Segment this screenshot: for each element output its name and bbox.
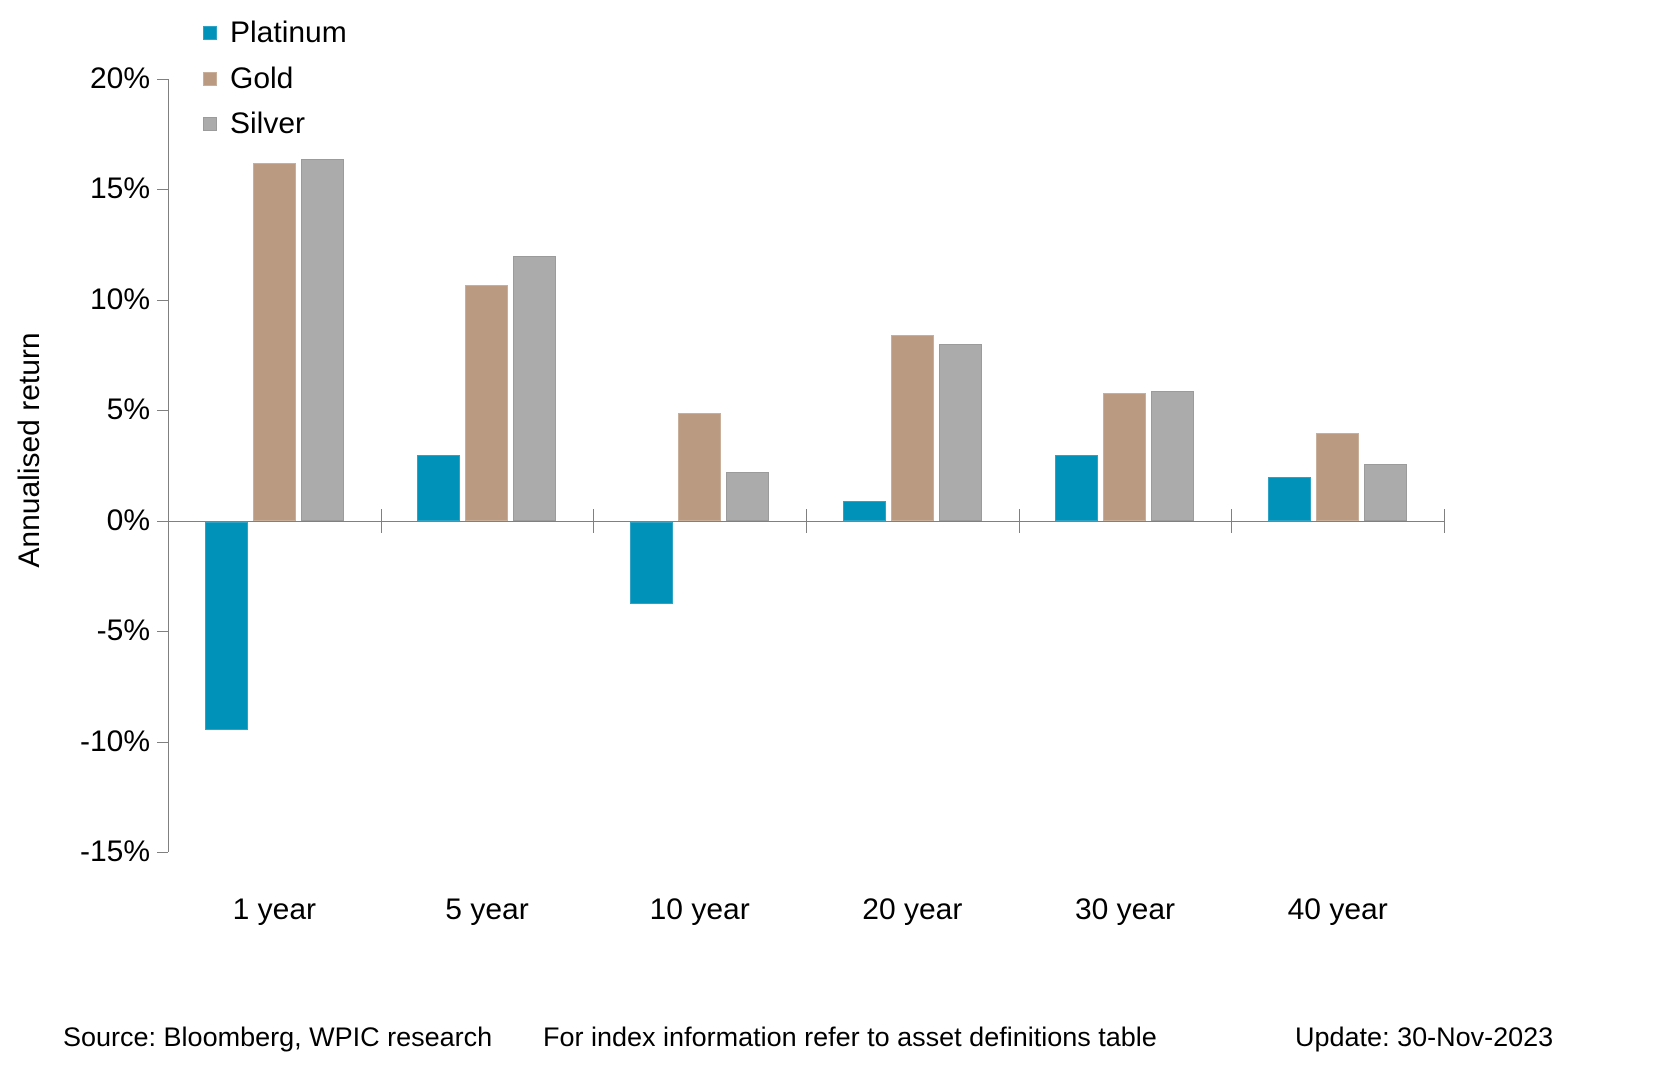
y-axis-tick [157, 299, 168, 301]
footer-update-date-text: Update: 30-Nov-2023 [1295, 1022, 1554, 1052]
bar-platinum-10-year [630, 522, 674, 604]
bar-silver-30-year [1151, 390, 1195, 521]
x-axis-category-label: 20 year [862, 893, 963, 926]
x-axis-category-label: 30 year [1074, 893, 1176, 926]
bar-platinum-40-year [1268, 476, 1312, 521]
legend-item-silver: Silver [203, 106, 306, 140]
y-axis-tick [157, 741, 168, 743]
y-axis-tick-label: -15% [79, 835, 150, 868]
bar-platinum-30-year [1055, 454, 1099, 521]
y-axis-tick-label: 10% [89, 282, 150, 316]
x-axis-tick [806, 509, 807, 533]
y-axis-tick [157, 79, 168, 80]
legend-label-platinum: Platinum [230, 16, 347, 49]
bar-gold-20-year [890, 335, 934, 521]
y-axis-tick-label: -10% [79, 724, 150, 758]
y-axis-line [168, 79, 169, 852]
legend-item-platinum: Platinum [203, 18, 347, 48]
y-axis-tick-label: 15% [89, 172, 150, 206]
x-axis-category-label: 10 year [649, 893, 750, 926]
footer-index-note-text: For index information refer to asset def… [543, 1022, 1157, 1052]
y-axis-tick [157, 852, 168, 853]
y-axis-tick-label: 5% [106, 393, 150, 427]
bar-gold-40-year [1316, 432, 1360, 521]
bar-platinum-1-year [204, 522, 248, 730]
y-axis-tick [157, 631, 168, 633]
y-axis-tick-label: -5% [96, 614, 150, 648]
bar-silver-10-year [726, 472, 770, 521]
x-axis-tick [1231, 509, 1233, 533]
bar-platinum-5-year [417, 454, 461, 521]
y-axis-title: Annualised return [13, 332, 46, 568]
x-axis-tick [1444, 509, 1445, 533]
y-axis-tick [157, 410, 168, 412]
bar-gold-5-year [465, 284, 509, 521]
bar-platinum-20-year [842, 501, 886, 521]
legend-swatch-platinum [203, 26, 217, 40]
bar-silver-20-year [938, 344, 982, 521]
x-axis-category-label: 40 year [1287, 893, 1388, 926]
legend-swatch-silver [203, 116, 217, 131]
x-axis-category-label: 5 year [445, 893, 529, 926]
bar-gold-1-year [252, 163, 296, 521]
legend-label-gold: Gold [230, 61, 294, 95]
y-axis-tick-label: 20% [89, 62, 150, 95]
bar-gold-30-year [1103, 392, 1147, 521]
legend-swatch-gold [203, 71, 217, 86]
bar-gold-10-year [678, 412, 722, 521]
legend-label-silver: Silver [230, 106, 306, 140]
y-axis-tick [157, 520, 168, 522]
footer-source-text: Source: Bloomberg, WPIC research [63, 1022, 493, 1052]
legend-item-gold: Gold [203, 61, 294, 95]
bar-silver-40-year [1364, 463, 1408, 521]
x-axis-tick [380, 509, 382, 533]
x-axis-tick [593, 509, 595, 533]
bar-silver-5-year [513, 255, 557, 521]
bar-silver-1-year [300, 158, 344, 521]
x-axis-category-label: 1 year [232, 893, 317, 926]
y-axis-tick [157, 189, 168, 191]
x-axis-tick [1018, 509, 1020, 533]
y-axis-tick-label: 0% [106, 503, 150, 537]
